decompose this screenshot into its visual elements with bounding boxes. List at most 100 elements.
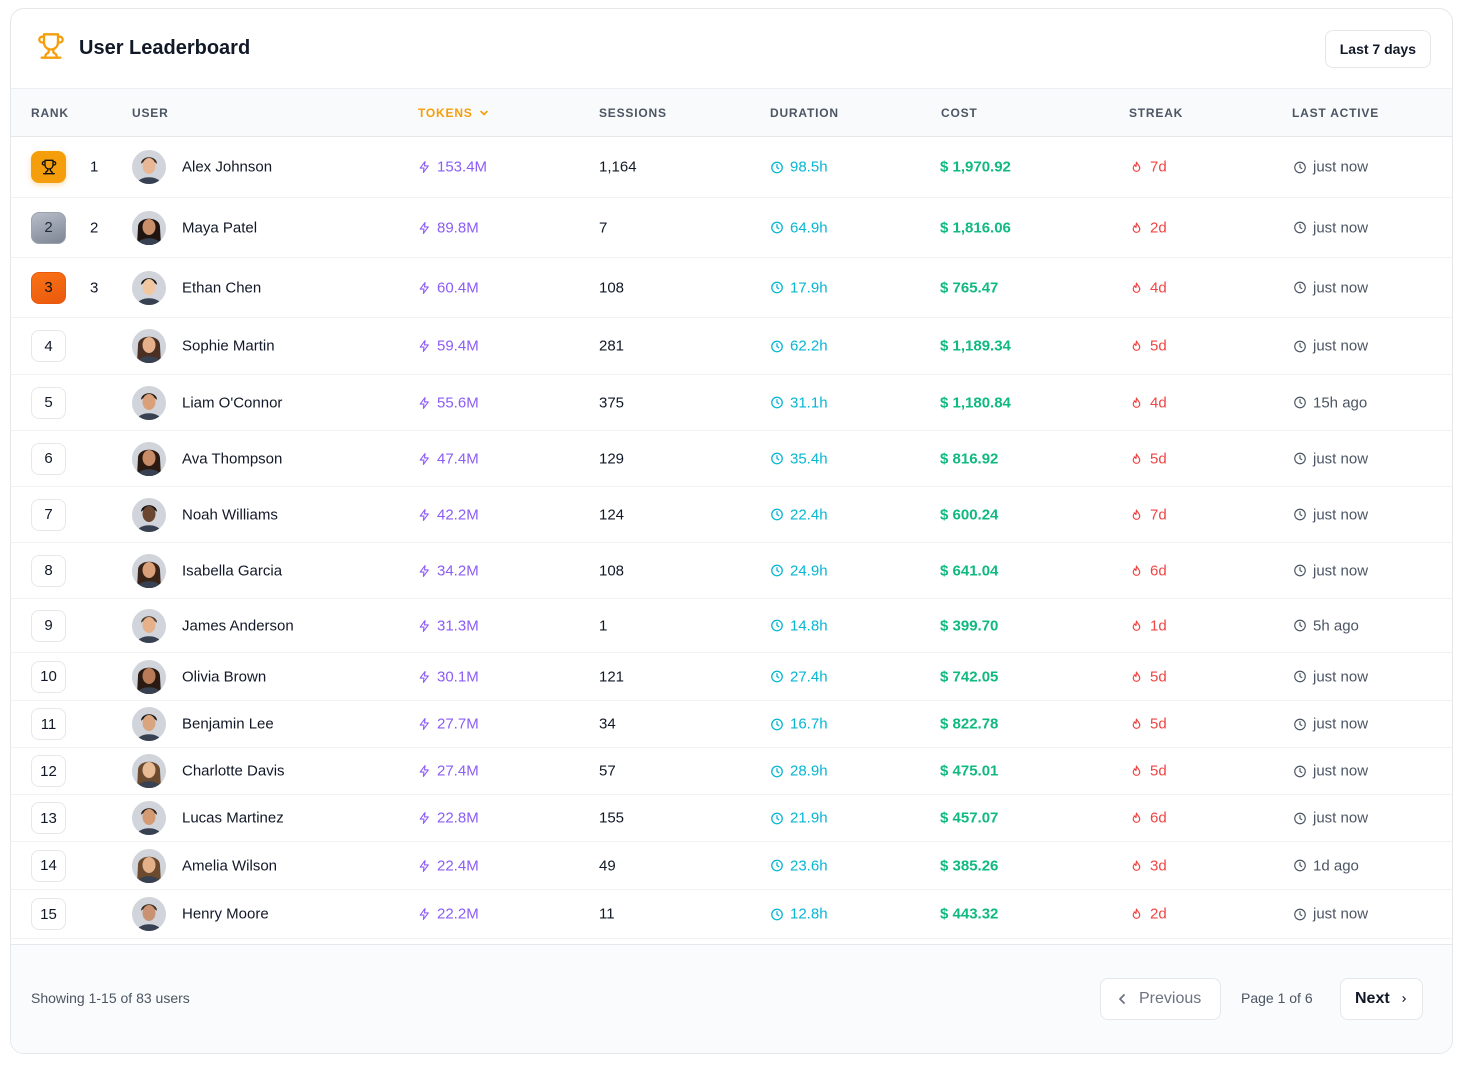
user-name[interactable]: James Anderson: [182, 617, 294, 634]
table-row[interactable]: 14 Amelia Wilson 22.4M 49 23.6h $ 385.26…: [11, 842, 1452, 890]
duration-text: 27.4h: [790, 668, 828, 685]
streak-text: 6d: [1150, 809, 1167, 827]
table-row[interactable]: 5 Liam O'Connor 55.6M 375 31.1h $ 1,180.…: [11, 375, 1452, 431]
duration-text: 17.9h: [790, 279, 828, 296]
last-active-value: just now: [1293, 906, 1368, 923]
column-header-duration[interactable]: DURATION: [770, 106, 839, 120]
column-header-tokens[interactable]: TOKENS: [418, 106, 489, 120]
timer-icon: [771, 619, 783, 632]
cost-value: $ 816.92: [940, 450, 999, 467]
streak-text: 7d: [1150, 158, 1167, 176]
user-name[interactable]: Noah Williams: [182, 506, 278, 523]
duration-value: 24.9h: [770, 562, 828, 579]
avatar: [132, 848, 166, 883]
user-name[interactable]: Maya Patel: [182, 219, 258, 236]
flame-icon: [1132, 565, 1141, 576]
column-header-streak[interactable]: STREAK: [1129, 106, 1184, 120]
tokens-value: 89.8M: [418, 219, 479, 236]
leaderboard-card: User Leaderboard Last 7 days RANK USER T…: [10, 8, 1453, 1054]
tokens-value: 34.2M: [418, 562, 479, 579]
tokens-text: 60.4M: [437, 279, 479, 296]
card-header: User Leaderboard Last 7 days: [11, 9, 1452, 89]
tokens-value: 47.4M: [418, 450, 479, 467]
rank-badge-number: 5: [44, 394, 53, 411]
table-row[interactable]: 6 Ava Thompson 47.4M 129 35.4h $ 816.92 …: [11, 431, 1452, 487]
table-row[interactable]: 3 3 Ethan Chen 60.4M 108 17.9h $ 765.47 …: [11, 258, 1452, 318]
user-name[interactable]: Isabella Garcia: [182, 562, 283, 579]
chevron-down-icon: [479, 110, 488, 116]
streak-value: 3d: [1130, 857, 1167, 874]
table-row[interactable]: 8 Isabella Garcia 34.2M 108 24.9h $ 641.…: [11, 543, 1452, 599]
bolt-icon: [419, 812, 429, 824]
user-name[interactable]: Charlotte Davis: [182, 762, 285, 780]
table-row[interactable]: 4 Sophie Martin 59.4M 281 62.2h $ 1,189.…: [11, 318, 1452, 375]
user-name[interactable]: Benjamin Lee: [182, 715, 274, 733]
column-header-sessions[interactable]: SESSIONS: [599, 106, 667, 120]
user-name[interactable]: Alex Johnson: [182, 158, 273, 176]
user-name[interactable]: Henry Moore: [182, 905, 269, 923]
table-row[interactable]: 11 Benjamin Lee 27.7M 34 16.7h $ 822.78 …: [11, 701, 1452, 748]
table-row[interactable]: 7 Noah Williams 42.2M 124 22.4h $ 600.24…: [11, 487, 1452, 543]
last-active-text: just now: [1313, 219, 1369, 236]
user-name[interactable]: Olivia Brown: [182, 668, 267, 685]
user-name[interactable]: Ethan Chen: [182, 279, 262, 296]
table-row[interactable]: 13 Lucas Martinez 22.8M 155 21.9h $ 457.…: [11, 795, 1452, 842]
rank-badge-number: 10: [40, 668, 57, 685]
avatar-image: [132, 150, 166, 184]
column-header-rank[interactable]: RANK: [31, 106, 69, 120]
streak-text: 5d: [1150, 668, 1167, 685]
avatar-image: [132, 210, 166, 245]
column-header-cost[interactable]: COST: [941, 106, 978, 120]
cost-value: $ 1,180.84: [940, 394, 1011, 411]
streak-text: 2d: [1150, 905, 1167, 923]
previous-label: Previous: [1139, 990, 1202, 1007]
next-page-button[interactable]: Next: [1340, 978, 1423, 1020]
user-name[interactable]: Liam O'Connor: [182, 394, 283, 411]
last-active-text: just now: [1313, 905, 1369, 923]
table-row[interactable]: 1 Alex Johnson 153.4M 1,164 98.5h $ 1,97…: [11, 137, 1452, 198]
previous-page-button[interactable]: Previous: [1100, 978, 1221, 1020]
user-name[interactable]: Sophie Martin: [182, 337, 275, 355]
cost-value: $ 457.07: [940, 809, 999, 827]
user-name[interactable]: Amelia Wilson: [182, 857, 278, 874]
table-row[interactable]: 15 Henry Moore 22.2M 11 12.8h $ 443.32 2…: [11, 890, 1452, 939]
table-row[interactable]: 2 2 Maya Patel 89.8M 7 64.9h $ 1,816.06 …: [11, 198, 1452, 258]
streak-text: 4d: [1150, 394, 1167, 411]
bolt-icon: [419, 859, 429, 872]
user-name[interactable]: Lucas Martinez: [182, 809, 284, 827]
streak-text: 7d: [1150, 506, 1167, 523]
rank-badge: 13: [31, 802, 66, 834]
rank-badge: 10: [31, 660, 66, 693]
column-header-last-active[interactable]: LAST ACTIVE: [1292, 106, 1380, 120]
flame-icon: [1132, 340, 1141, 351]
clock-icon: [1294, 161, 1306, 173]
duration-value: 31.1h: [770, 394, 828, 411]
flame-icon: [1132, 397, 1141, 408]
timer-icon: [771, 508, 783, 521]
avatar: [132, 897, 166, 931]
table-row[interactable]: 12 Charlotte Davis 27.4M 57 28.9h $ 475.…: [11, 748, 1452, 795]
user-name[interactable]: Ava Thompson: [182, 450, 283, 467]
duration-value: 17.9h: [770, 279, 828, 296]
tokens-text: 22.2M: [437, 905, 479, 923]
tokens-text: 22.4M: [437, 857, 479, 874]
timer-icon: [771, 765, 783, 777]
sessions-value: 1,164: [599, 158, 637, 176]
rank-badge: 12: [31, 755, 66, 787]
avatar-image: [132, 707, 166, 741]
avatar-image: [132, 270, 166, 305]
cost-value: $ 443.32: [940, 905, 999, 923]
duration-text: 22.4h: [790, 506, 828, 523]
last-active-value: just now: [1293, 506, 1368, 523]
column-header-user[interactable]: USER: [132, 106, 169, 120]
avatar: [132, 497, 166, 532]
table-row[interactable]: 10 Olivia Brown 30.1M 121 27.4h $ 742.05…: [11, 653, 1452, 701]
bolt-icon: [419, 452, 429, 465]
rank-badge: 2: [31, 211, 66, 244]
period-selector-button[interactable]: Last 7 days: [1324, 29, 1431, 68]
timer-icon: [771, 718, 783, 730]
streak-text: 5d: [1150, 762, 1167, 780]
table-row[interactable]: 9 James Anderson 31.3M 1 14.8h $ 399.70 …: [11, 599, 1452, 653]
streak-value: 7d: [1130, 506, 1167, 523]
last-active-value: 5h ago: [1293, 617, 1359, 634]
